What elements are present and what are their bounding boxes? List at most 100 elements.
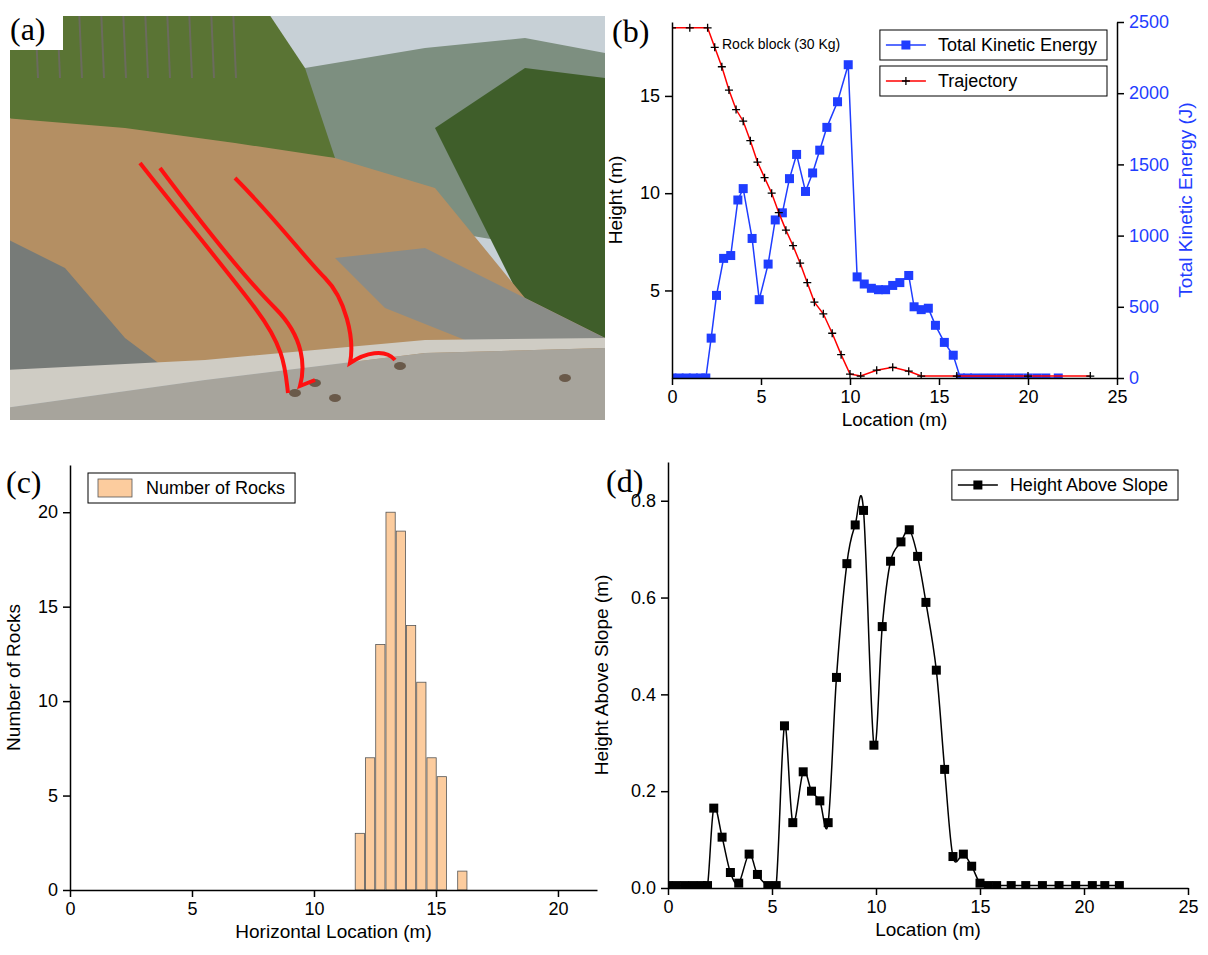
marker	[895, 278, 904, 287]
marker	[976, 879, 985, 888]
marker	[905, 367, 913, 375]
annotation: Rock block (30 Kg)	[722, 36, 840, 52]
tick: 0	[48, 880, 70, 900]
tick-mark	[1084, 888, 1086, 895]
marker	[815, 146, 824, 155]
marker	[718, 833, 727, 842]
bar	[458, 871, 467, 890]
rock	[335, 248, 605, 348]
boulder	[329, 394, 341, 402]
axis-line	[70, 466, 72, 891]
marker	[822, 123, 831, 132]
panel-label: (d)	[606, 463, 643, 499]
tick-label: 0	[65, 899, 75, 919]
tick-label: 25	[1178, 897, 1198, 917]
tick-mark	[1117, 93, 1124, 95]
tick-mark	[661, 694, 668, 696]
tick-label: 0	[1129, 368, 1139, 388]
legend-label: Total Kinetic Energy	[938, 35, 1097, 55]
marker	[711, 43, 719, 51]
tick-mark	[63, 890, 70, 892]
tick-label: 15	[38, 597, 58, 617]
marker	[807, 787, 816, 796]
tick-label: 10	[640, 183, 660, 203]
marker	[701, 374, 710, 379]
marker	[905, 525, 914, 534]
tick-mark	[661, 791, 668, 793]
marker	[703, 881, 712, 888]
legend-box	[952, 470, 1178, 500]
tree-trunk	[211, 16, 214, 78]
tree-trunk	[123, 16, 126, 78]
marker	[1088, 881, 1097, 888]
tick: 1000	[1117, 226, 1169, 246]
tick-label: 5	[48, 786, 58, 806]
plot-marks	[668, 496, 1124, 888]
boulder	[394, 362, 406, 370]
tick-mark	[63, 701, 70, 703]
bar	[386, 512, 395, 890]
tick-label: 20	[38, 502, 58, 522]
figure: (a)051015202551015Location (m)Height (m)…	[0, 0, 1208, 955]
marker	[869, 741, 878, 750]
tick: 5	[187, 890, 197, 919]
marker	[842, 559, 851, 568]
tick: 0.4	[631, 685, 668, 705]
tick-mark	[665, 290, 672, 292]
marker	[796, 259, 804, 267]
tick-label: 0	[48, 880, 58, 900]
tick-mark	[1117, 378, 1124, 380]
tick: 5	[650, 281, 672, 301]
tick-label: 15	[640, 86, 660, 106]
tick: 5	[48, 786, 70, 806]
marker	[844, 60, 853, 69]
tick-label: 1000	[1129, 226, 1169, 246]
marker	[753, 870, 762, 879]
marker	[931, 321, 940, 330]
axis-line	[669, 888, 1189, 890]
axis-title: Horizontal Location (m)	[235, 921, 431, 942]
tick-mark	[665, 96, 672, 98]
marker	[846, 370, 854, 378]
bar	[376, 644, 385, 890]
tick-mark	[63, 795, 70, 797]
marker	[748, 234, 757, 243]
marker	[734, 879, 743, 888]
tick: 15	[640, 86, 672, 106]
legend-label: Number of Rocks	[146, 478, 285, 498]
marker	[1038, 881, 1047, 888]
tick-label: 5	[187, 899, 197, 919]
tick-label: 5	[767, 897, 777, 917]
marker	[828, 329, 836, 337]
tick: 2000	[1117, 83, 1169, 103]
tick: 5	[756, 378, 766, 407]
tick: 1500	[1117, 155, 1169, 175]
marker	[763, 881, 772, 888]
marker	[948, 852, 957, 861]
tree-trunk	[79, 16, 82, 78]
tree-trunk	[233, 16, 236, 78]
marker	[726, 868, 735, 877]
legend-swatch	[98, 479, 132, 497]
marker	[1100, 881, 1109, 888]
photo-scene	[10, 16, 605, 420]
tick-mark	[772, 888, 774, 895]
legend-label: Height Above Slope	[1010, 475, 1168, 495]
marker	[940, 338, 949, 347]
tick: 20	[38, 502, 70, 522]
legend-label: Trajectory	[938, 71, 1017, 91]
axis: 0510152025	[663, 888, 1198, 917]
marker	[959, 850, 968, 859]
tick-mark	[63, 512, 70, 514]
marker	[902, 77, 910, 85]
legend-item: Total Kinetic Energy	[880, 30, 1107, 60]
marker	[707, 334, 716, 343]
marker	[924, 304, 933, 313]
tick-label: 1500	[1129, 155, 1169, 175]
marker	[733, 196, 742, 205]
marker	[753, 158, 761, 166]
legend: Total Kinetic Energy Trajectory	[880, 30, 1107, 96]
panel-label: (c)	[6, 464, 42, 500]
marker	[739, 117, 747, 125]
marker	[886, 557, 895, 566]
